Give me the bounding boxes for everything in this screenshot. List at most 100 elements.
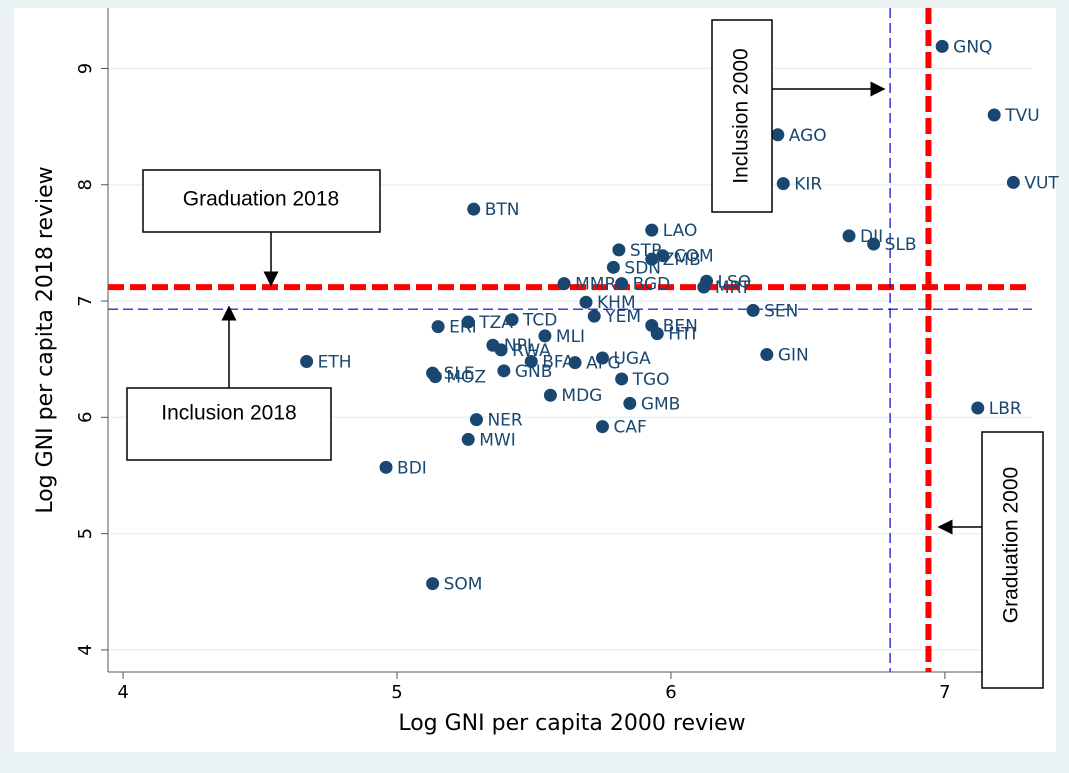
point (650, 327, 664, 341)
point-label: AGO (789, 126, 827, 146)
annotation: Graduation 2018 (142, 169, 381, 287)
point-label: SLE (444, 364, 475, 384)
point (428, 370, 442, 384)
x-tick-label: 4 (117, 682, 128, 703)
point (579, 295, 593, 309)
point-label: GNB (515, 362, 553, 382)
point (935, 39, 949, 53)
point (461, 432, 475, 446)
point (645, 252, 659, 266)
point-label: BEN (663, 316, 698, 336)
point-label: LAO (663, 221, 698, 241)
annotation: Inclusion 2000 (711, 19, 886, 213)
point-label: KIR (794, 175, 822, 195)
point (461, 315, 475, 329)
point-label: LBR (989, 399, 1022, 419)
point-label: COM (674, 247, 714, 267)
point (867, 237, 881, 251)
point-label: TZA (478, 313, 513, 333)
point-label: MMR (575, 275, 616, 295)
point-label: YEM (604, 307, 641, 327)
point-label: ETH (318, 353, 352, 373)
point (971, 401, 985, 415)
y-tick-label: 7 (75, 295, 96, 306)
point-label: BGD (633, 275, 671, 295)
x-axis-title: Log GNI per capita 2000 review (398, 711, 745, 736)
point-label: TCD (522, 311, 557, 331)
point-label: GNQ (953, 37, 992, 57)
point-label: GIN (778, 346, 809, 366)
x-tick-label: 7 (939, 682, 950, 703)
point (760, 348, 774, 362)
point-label: BTN (485, 200, 520, 220)
point (623, 396, 637, 410)
point (524, 355, 538, 369)
x-tick-label: 5 (391, 682, 402, 703)
point (538, 329, 552, 343)
y-tick-label: 8 (75, 179, 96, 190)
point-label: MOZ (446, 368, 486, 388)
point (568, 356, 582, 370)
y-tick-label: 6 (75, 412, 96, 423)
point-label: TGO (632, 370, 670, 390)
point-label: MLI (556, 327, 585, 347)
point-label: MWI (479, 430, 516, 450)
annotation: Inclusion 2018 (126, 305, 332, 461)
point (426, 577, 440, 591)
point-label: BDI (397, 458, 427, 478)
point (557, 277, 571, 291)
annotation-text: Graduation 2018 (183, 188, 339, 211)
point (656, 249, 670, 263)
point-label: KHM (597, 293, 636, 313)
point-label: SOM (444, 575, 483, 595)
point-label: TVU (1004, 106, 1039, 126)
annotation-text: Inclusion 2018 (161, 402, 296, 425)
point (494, 343, 508, 357)
point-label: UGA (613, 349, 651, 369)
point (697, 280, 711, 294)
point (497, 364, 511, 378)
point (595, 351, 609, 365)
point-label: VUT (1024, 173, 1059, 193)
point-label: NER (487, 411, 522, 431)
point-label: NPL (504, 336, 537, 356)
annotation: Graduation 2000 (937, 431, 1044, 689)
plot-background (14, 8, 1056, 752)
point (379, 460, 393, 474)
point-label: RWA (512, 341, 551, 361)
point-label: MDG (561, 386, 602, 406)
x-tick-label: 6 (665, 682, 676, 703)
point (615, 277, 629, 291)
point (771, 128, 785, 142)
point (746, 303, 760, 317)
point (467, 202, 481, 216)
y-tick-label: 4 (75, 644, 96, 655)
y-tick-label: 5 (75, 528, 96, 539)
point (587, 309, 601, 323)
point-label: ERI (449, 318, 477, 338)
point-label: BFA (542, 353, 574, 373)
point-label: SLB (885, 235, 917, 255)
point-label: SEN (764, 301, 798, 321)
y-tick-label: 9 (75, 63, 96, 74)
point-label: GMB (641, 394, 681, 414)
point-label: SDN (624, 258, 661, 278)
point (1006, 175, 1020, 189)
point (606, 260, 620, 274)
annotation-text: Graduation 2000 (1000, 467, 1023, 623)
point (776, 177, 790, 191)
point (431, 320, 445, 334)
point (595, 420, 609, 434)
point (543, 388, 557, 402)
point-label: MRT (715, 278, 751, 298)
point (612, 243, 626, 257)
point (505, 313, 519, 327)
point (842, 229, 856, 243)
point (615, 372, 629, 386)
point (469, 413, 483, 427)
point-label: CAF (613, 418, 646, 438)
point (987, 108, 1001, 122)
point-label: HTI (668, 325, 696, 345)
point (645, 223, 659, 237)
